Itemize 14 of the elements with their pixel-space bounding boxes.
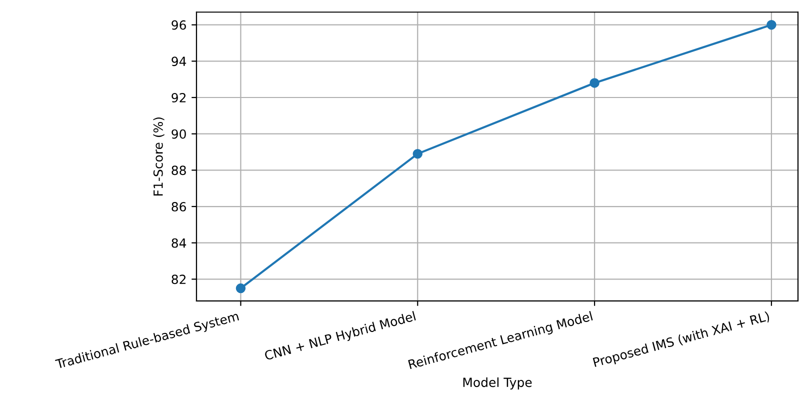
point [412,148,422,159]
y-axis-title: F1-Score (%) [153,117,164,196]
y-tick-label: 92 [172,92,186,102]
y-tick-label: 94 [172,56,186,66]
y-tick-label: 90 [172,129,186,139]
y-tick-label: 82 [172,274,186,284]
point [766,20,776,30]
point [590,78,600,88]
y-tick-label: 88 [172,166,186,176]
y-tick-label: 96 [172,20,186,30]
point [236,283,246,294]
y-tick-label: 86 [172,202,186,212]
y-tick-label: 84 [172,238,186,248]
x-axis-title: Model Type [463,377,532,390]
